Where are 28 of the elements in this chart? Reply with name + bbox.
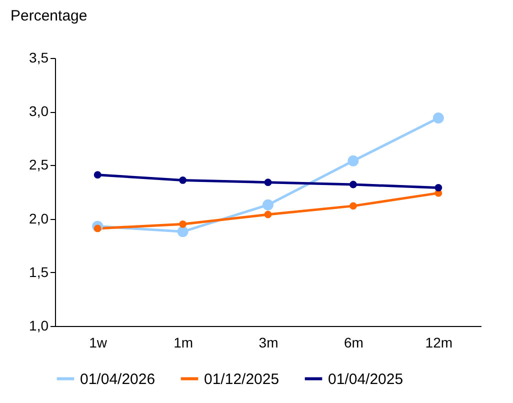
y-tick-label: 2,5 [29,156,49,173]
point [349,180,357,188]
point [179,220,187,228]
y-axis-title: Percentage [10,8,88,24]
y-tick-label: 1,0 [29,318,49,334]
y-tick-label: 2,0 [29,210,49,226]
y-tick-label: 1,5 [29,264,49,280]
x-tick-label: 12m [425,334,453,350]
x-tick-label: 6m [344,334,364,350]
point [262,199,274,210]
legend-label: 01/12/2025 [204,370,280,388]
legend-label: 01/04/2025 [328,370,404,388]
point [349,202,357,210]
point [432,112,444,124]
y-tick-label: 3,0 [29,103,49,120]
point [94,171,102,179]
point [94,224,102,232]
legend-label: 01/04/2026 [80,370,156,388]
point [264,178,272,186]
point [177,226,188,238]
x-tick-label: 3m [258,334,278,350]
y-tick-label: 3,5 [29,50,49,66]
x-tick-label: 1w [89,334,108,350]
x-tick-label: 1m [174,334,194,350]
point [264,210,272,218]
point [179,176,187,184]
point [434,184,442,192]
point [348,155,359,166]
